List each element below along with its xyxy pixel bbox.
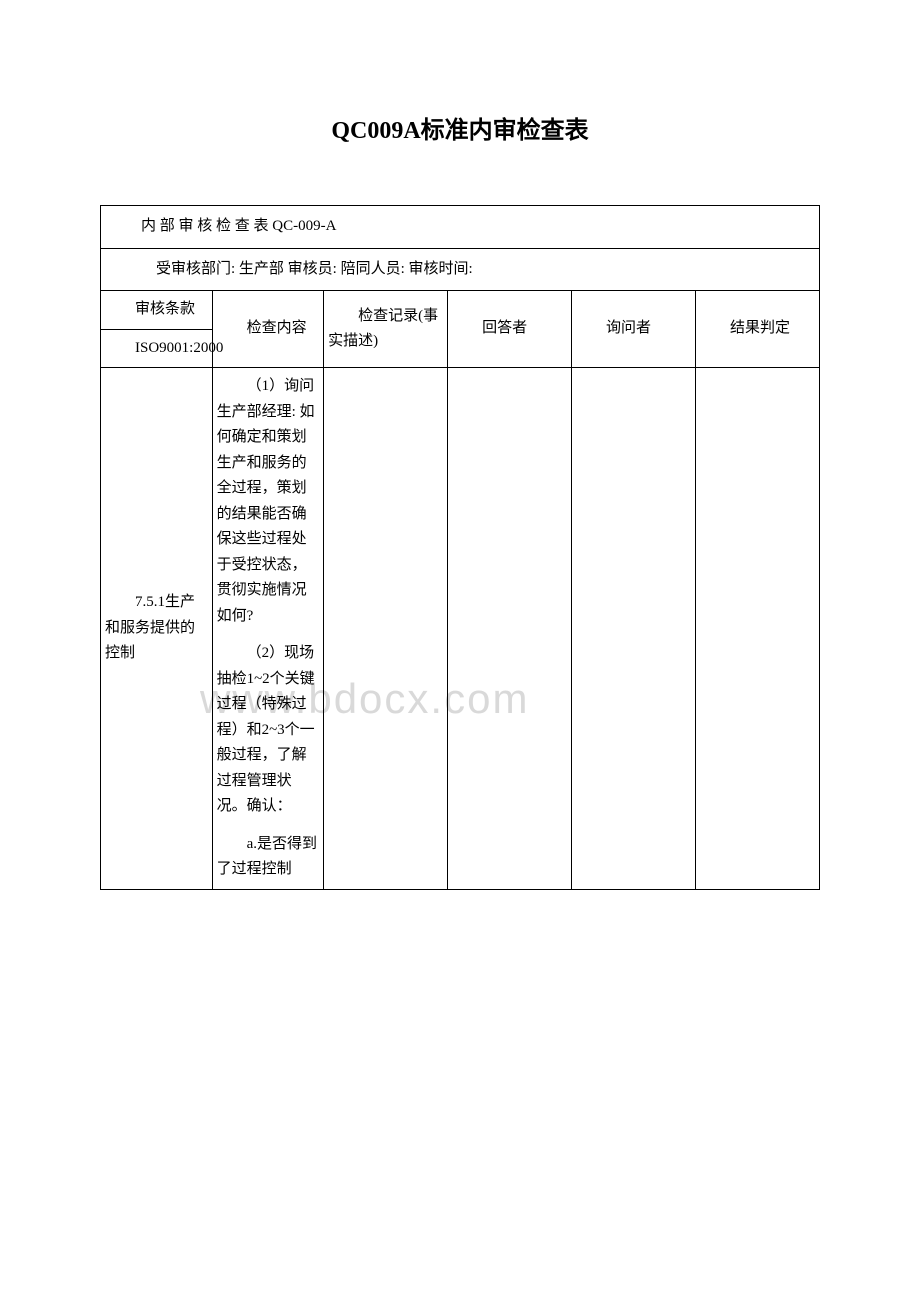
content-paragraph-1: （1）询问生产部经理: 如何确定和策划生产和服务的全过程，策划的结果能否确保这些… <box>217 374 320 629</box>
header-check-content: 检查内容 <box>212 291 324 368</box>
content-paragraph-2: （2）现场抽检1~2个关键过程（特殊过程）和2~3个一般过程，了解过程管理状况。… <box>217 641 320 820</box>
table-row: 7.5.1生产和服务提供的控制 （1）询问生产部经理: 如何确定和策划生产和服务… <box>101 368 820 890</box>
header-result-text: 结果判定 <box>700 316 815 342</box>
audit-checklist-table: 内 部 审 核 检 查 表 QC-009-A 受审核部门: 生产部 审核员: 陪… <box>100 205 820 890</box>
table-row: 内 部 审 核 检 查 表 QC-009-A <box>101 206 820 249</box>
header-result: 结果判定 <box>695 291 819 368</box>
header-clause-bottom: ISO9001:2000 <box>101 330 212 368</box>
check-content-cell: （1）询问生产部经理: 如何确定和策划生产和服务的全过程，策划的结果能否确保这些… <box>212 368 324 890</box>
audit-info-cell: 受审核部门: 生产部 审核员: 陪同人员: 审核时间: <box>101 248 820 291</box>
page-title: QC009A标准内审检查表 <box>100 110 820 145</box>
check-record-cell <box>324 368 448 890</box>
clause-cell: 7.5.1生产和服务提供的控制 <box>101 368 213 890</box>
header-check-content-text: 检查内容 <box>217 316 320 342</box>
inquirer-cell <box>572 368 696 890</box>
header-clause-top: 审核条款 <box>101 291 212 330</box>
audit-info-text: 受审核部门: 生产部 审核员: 陪同人员: 审核时间: <box>111 257 473 283</box>
table-title-cell: 内 部 审 核 检 查 表 QC-009-A <box>101 206 820 249</box>
result-cell <box>695 368 819 890</box>
content-paragraph-3: a.是否得到了过程控制 <box>217 832 320 883</box>
table-container: 内 部 审 核 检 查 表 QC-009-A 受审核部门: 生产部 审核员: 陪… <box>100 205 820 890</box>
header-inquirer: 询问者 <box>572 291 696 368</box>
table-row: 审核条款 ISO9001:2000 检查内容 检查记录(事实描述) 回答者 询问… <box>101 291 820 368</box>
header-responder: 回答者 <box>448 291 572 368</box>
table-row: 受审核部门: 生产部 审核员: 陪同人员: 审核时间: <box>101 248 820 291</box>
table-title-text: 内 部 审 核 检 查 表 QC-009-A <box>111 214 336 240</box>
responder-cell <box>448 368 572 890</box>
header-clause: 审核条款 ISO9001:2000 <box>101 291 213 368</box>
header-check-record: 检查记录(事实描述) <box>324 291 448 368</box>
header-inquirer-text: 询问者 <box>576 316 691 342</box>
header-responder-text: 回答者 <box>452 316 567 342</box>
clause-text: 7.5.1生产和服务提供的控制 <box>105 590 208 667</box>
header-check-record-text: 检查记录(事实描述) <box>328 304 443 355</box>
